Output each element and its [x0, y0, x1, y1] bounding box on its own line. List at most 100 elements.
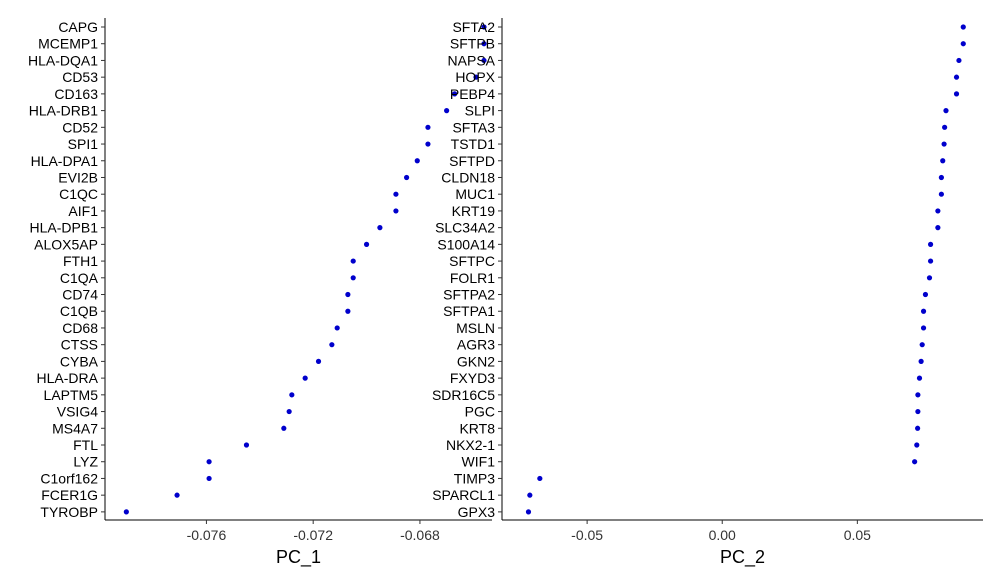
pc1-point: [425, 141, 431, 147]
pc1-point: [481, 57, 487, 64]
pc1-gene-label: CYBA: [60, 353, 99, 369]
pc2-point: [927, 241, 934, 247]
pc1-gene-label: HLA-DPA1: [31, 153, 99, 169]
pc2-gene-label: PGC: [465, 404, 495, 420]
pc2-gene-label: SFTPA2: [443, 287, 495, 303]
pc2-point: [918, 358, 924, 364]
pc2-point: [915, 392, 921, 398]
pc1-gene-label: MS4A7: [52, 420, 98, 436]
pc2-gene-label: NAPSA: [448, 52, 496, 68]
pc2-point: [935, 225, 941, 231]
pc1-x-tick-label: -0.072: [293, 527, 333, 543]
pc2-gene-label: PEBP4: [450, 86, 495, 102]
pc1-point: [123, 509, 129, 515]
pc2-gene-label: NKX2-1: [446, 437, 495, 453]
pc2-gene-label: AGR3: [457, 337, 495, 353]
pc2-gene-label: SLC34A2: [435, 220, 495, 236]
pc2-gene-label: SFTPC: [449, 253, 495, 269]
pc2-point: [938, 191, 944, 197]
pc2-point: [941, 141, 947, 147]
pc2-gene-label: CLDN18: [441, 169, 495, 185]
pc1-gene-label: CD68: [62, 320, 98, 336]
pc2-gene-label: WIF1: [462, 454, 496, 470]
pc1-gene-label: AIF1: [68, 203, 98, 219]
pc1-point: [350, 275, 356, 281]
pc2-point: [960, 41, 966, 47]
pc1-gene-label: ALOX5AP: [34, 236, 98, 252]
pc1-point: [403, 174, 410, 181]
pc1-point: [174, 492, 180, 498]
pc1-gene-label: CTSS: [61, 337, 98, 353]
pc1-point: [281, 425, 287, 431]
pc2-point: [956, 57, 962, 64]
pc2-gene-label: SPARCL1: [432, 487, 495, 503]
pc1-gene-label: HLA-DQA1: [28, 52, 98, 68]
pc2-point: [920, 325, 927, 331]
pc2-point: [953, 91, 960, 97]
pc2-gene-label: HOPX: [455, 69, 495, 85]
pc1-point: [444, 108, 450, 114]
panel-pc2: SFTA2SFTPBNAPSAHOPXPEBP4SLPISFTA3TSTD1SF…: [432, 18, 983, 568]
pc1-gene-label: EVI2B: [58, 169, 98, 185]
pc2-x-tick-label: 0.05: [844, 527, 871, 543]
pc2-gene-label: SFTPA1: [443, 303, 495, 319]
pc2-gene-label: GPX3: [458, 504, 496, 520]
pc2-gene-label: SFTPD: [449, 153, 495, 169]
pc1-gene-label: CD163: [54, 86, 98, 102]
pc1-point: [206, 459, 212, 465]
pc1-gene-label: CD74: [62, 287, 98, 303]
pc1-point: [414, 158, 420, 164]
pc2-point: [914, 442, 920, 448]
pc2-gene-label: GKN2: [457, 353, 495, 369]
pc2-point: [525, 509, 532, 515]
pc1-gene-label: CAPG: [58, 19, 98, 35]
pc2-point: [943, 108, 949, 114]
pc2-point: [915, 408, 921, 415]
pc2-point: [935, 208, 941, 214]
pc1-point: [206, 475, 212, 482]
pc1-gene-label: C1QA: [60, 270, 99, 286]
pc2-gene-label: S100A14: [437, 236, 495, 252]
pc2-point: [537, 475, 543, 482]
pc2-gene-label: FXYD3: [450, 370, 495, 386]
pc2-gene-label: SFTPB: [450, 36, 495, 52]
pc1-gene-label: VSIG4: [57, 404, 98, 420]
pc2-point: [940, 158, 946, 164]
pc2-gene-label: TSTD1: [451, 136, 496, 152]
pc1-gene-label: HLA-DPB1: [30, 220, 99, 236]
pc1-gene-label: MCEMP1: [38, 36, 98, 52]
pc2-point: [953, 74, 960, 80]
pc2-point: [912, 459, 918, 465]
pc1-point: [350, 258, 356, 264]
pc1-gene-label: LYZ: [73, 454, 98, 470]
pc1-point: [329, 342, 335, 348]
pc2-point: [919, 342, 925, 348]
pc2-point: [926, 275, 933, 281]
pc2-gene-label: KRT8: [459, 420, 495, 436]
pc2-point: [938, 174, 944, 181]
pc2-point: [927, 258, 934, 264]
pc2-gene-label: SLPI: [465, 103, 495, 119]
pc1-point: [377, 225, 383, 231]
pc1-point: [286, 408, 292, 415]
pc1-gene-label: C1orf162: [40, 470, 98, 486]
pc1-point: [363, 241, 370, 247]
pc1-point: [473, 74, 479, 80]
pc1-gene-label: HLA-DRB1: [29, 103, 98, 119]
pc1-x-axis-title: PC_1: [276, 547, 321, 568]
pc2-x-tick-label: -0.05: [571, 527, 603, 543]
pc2-point: [920, 308, 927, 314]
pc1-point: [393, 191, 399, 197]
panel-pc1: CAPGMCEMP1HLA-DQA1CD53CD163HLA-DRB1CD52S…: [28, 18, 492, 568]
pc1-point: [481, 41, 487, 47]
pc1-point: [289, 392, 295, 398]
pc1-point: [393, 208, 399, 214]
pc2-x-tick-label: 0.00: [709, 527, 736, 543]
pc2-gene-label: SFTA3: [452, 119, 495, 135]
pc2-gene-label: FOLR1: [450, 270, 495, 286]
pc2-point: [527, 492, 533, 498]
pc1-gene-label: C1QC: [59, 186, 98, 202]
pc1-point: [452, 91, 458, 97]
pc1-gene-label: FTL: [73, 437, 98, 453]
pc1-point: [345, 291, 351, 298]
